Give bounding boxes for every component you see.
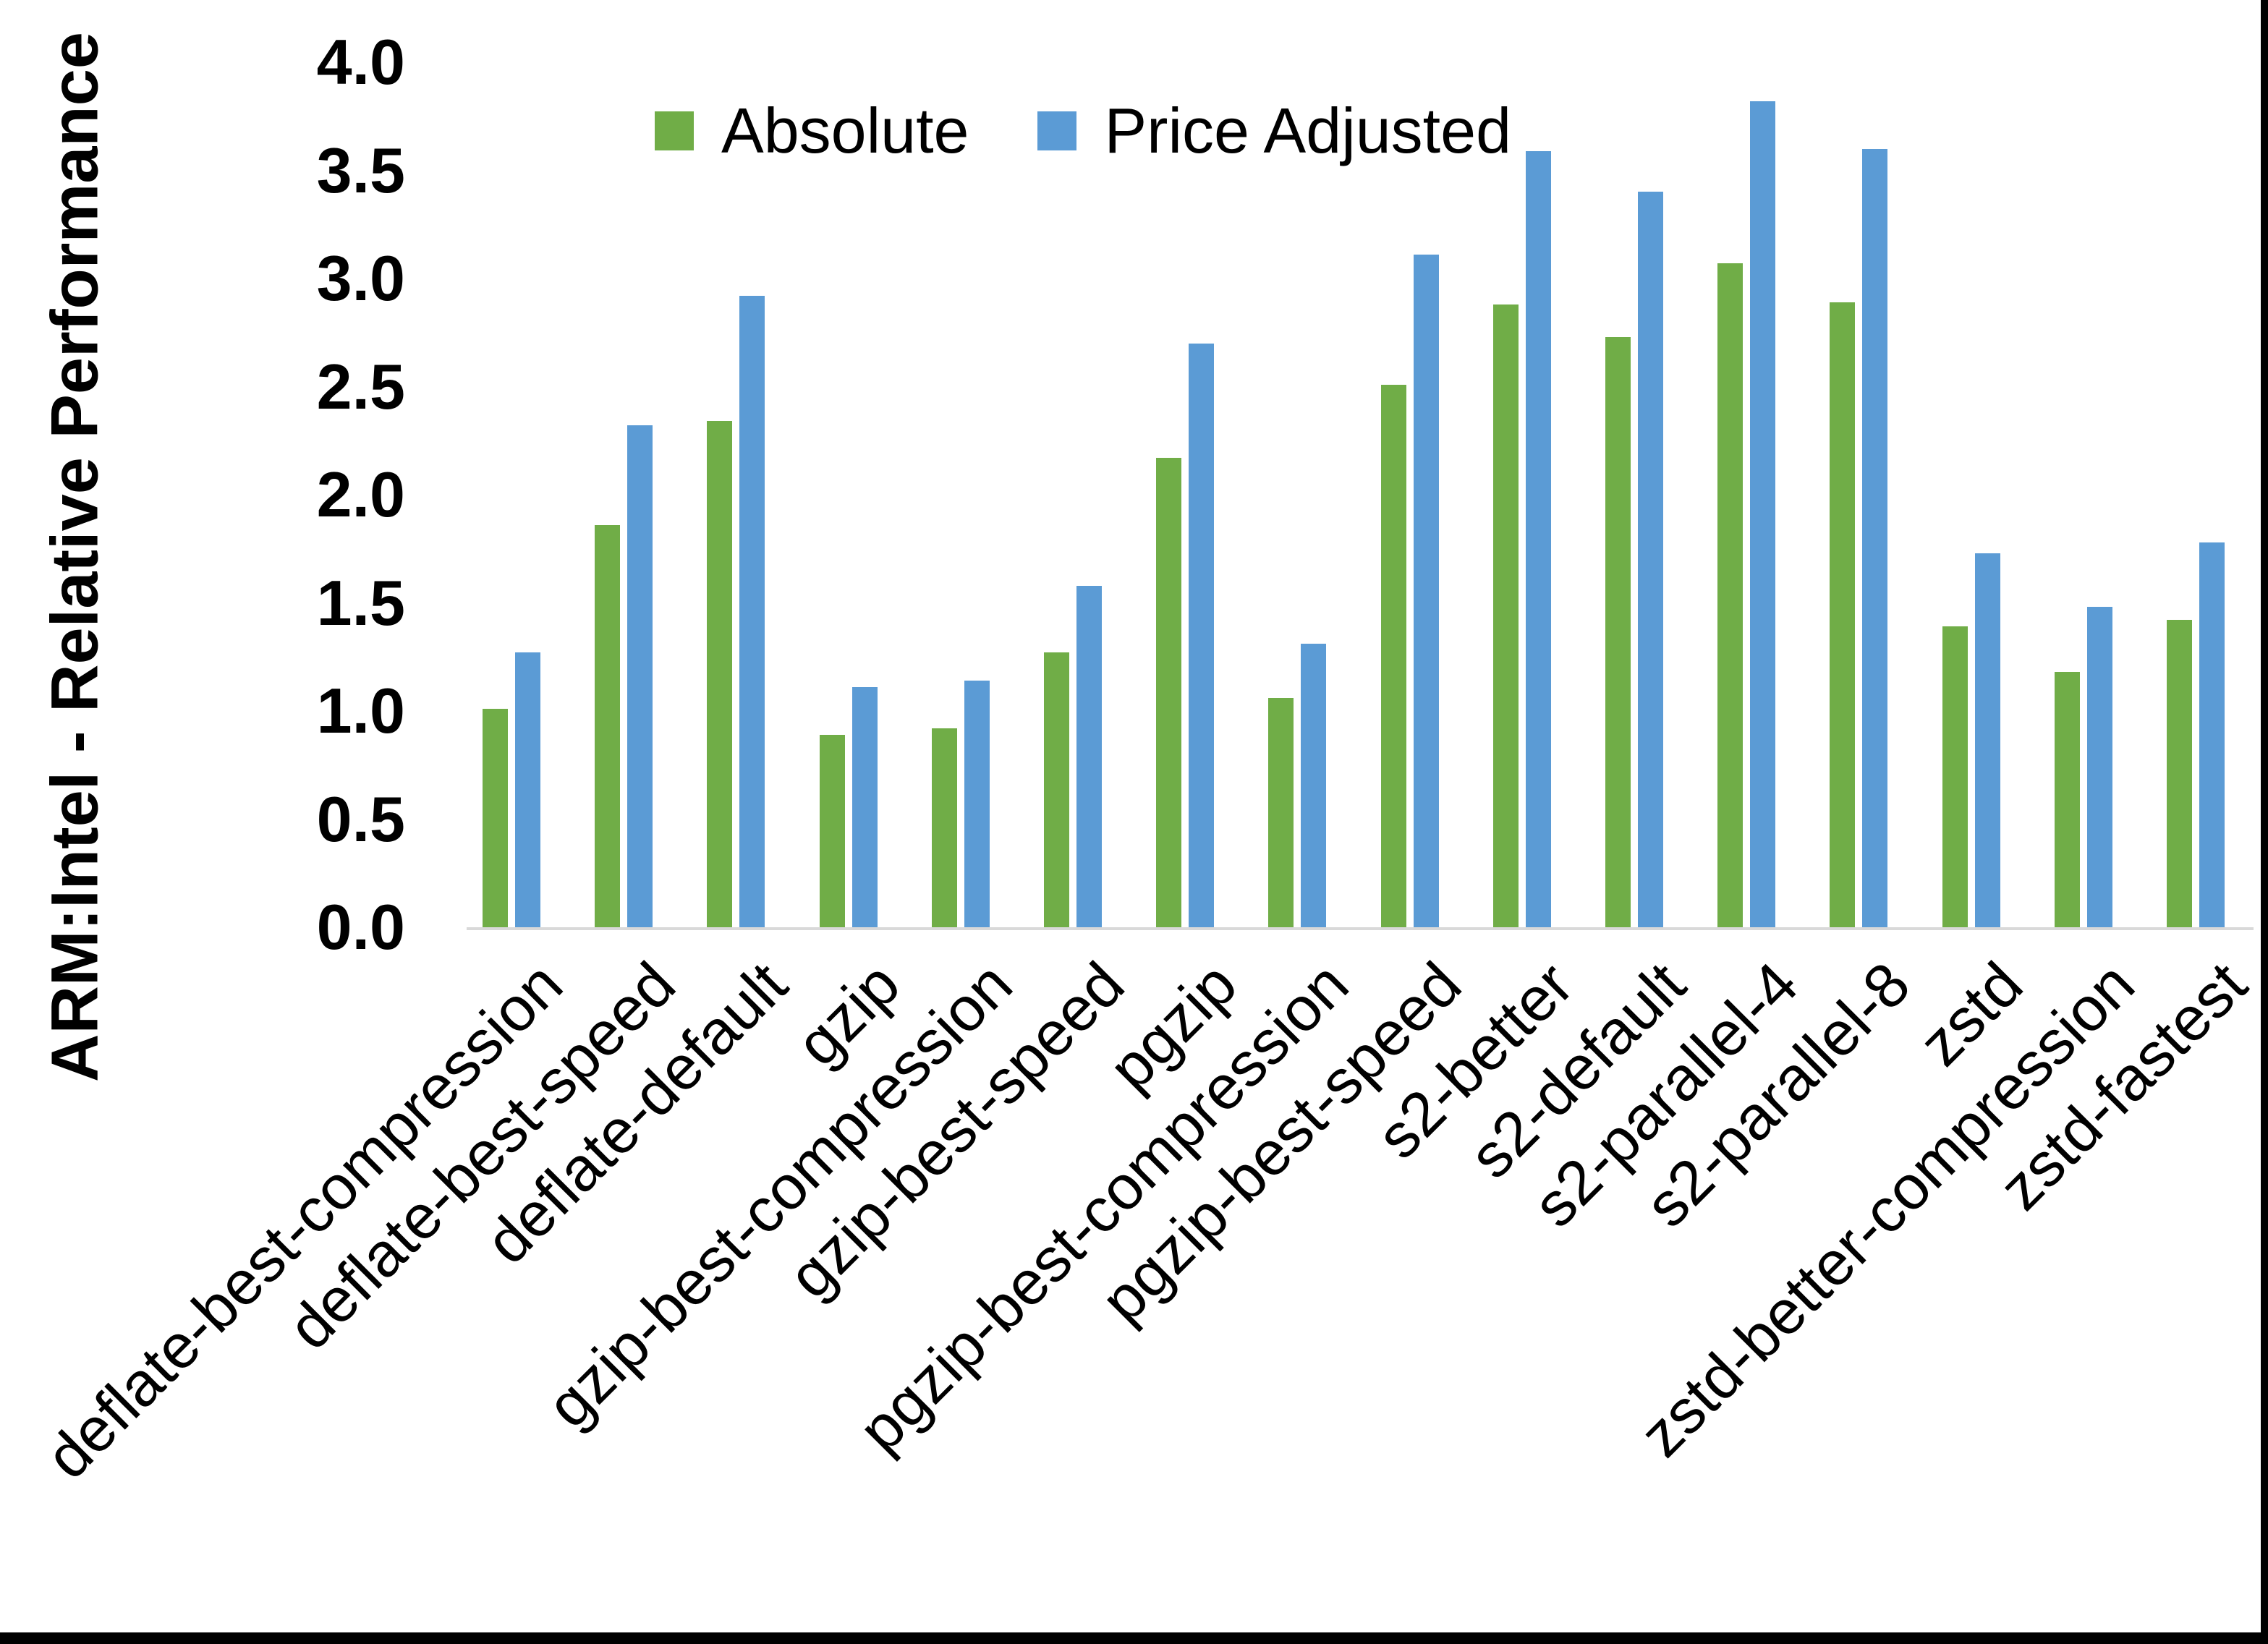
bar-absolute-s2-parallel-4 [1717,263,1744,927]
x-axis-line [467,927,2254,930]
bar-price-adjusted-pgzip-best-compression [1301,644,1327,927]
bar-absolute-zstd [1942,626,1968,927]
bar-price-adjusted-pgzip-best-speed [1413,255,1439,927]
price-adjusted-series-swatch-icon [1037,111,1077,150]
bar-price-adjusted-gzip-best-speed [1076,585,1102,927]
legend: Absolute Price Adjusted [655,94,1511,168]
bar-price-adjusted-deflate-default [739,295,765,927]
y-tick-label: 0.0 [316,891,405,963]
bar-price-adjusted-pgzip [1189,343,1215,927]
bar-price-adjusted-deflate-best-compression [515,652,540,927]
bar-price-adjusted-gzip-best-compression [964,681,990,927]
bar-price-adjusted-zstd-fastest [2199,542,2225,927]
bar-absolute-pgzip-best-speed [1380,384,1406,927]
legend-item-absolute: Absolute [655,94,969,168]
bar-absolute-gzip [819,734,845,927]
bar-absolute-gzip-best-compression [931,728,957,927]
y-tick-label: 2.0 [316,459,405,530]
bar-price-adjusted-deflate-best-speed [627,425,653,927]
bar-absolute-pgzip [1156,458,1182,927]
bar-price-adjusted-s2-parallel-4 [1750,101,1776,927]
bar-absolute-pgzip-best-compression [1268,698,1294,927]
legend-label-price-adjusted: Price Adjusted [1104,95,1512,166]
y-tick-label: 1.5 [316,566,405,639]
bar-price-adjusted-zstd-better-compression [2086,607,2112,927]
bar-price-adjusted-s2-parallel-8 [1862,148,1888,927]
bar-price-adjusted-s2-better [1525,150,1551,927]
absolute-series-swatch-icon [655,111,694,150]
bar-absolute-s2-default [1605,336,1631,927]
bar-price-adjusted-s2-default [1638,192,1663,927]
bar-price-adjusted-gzip [851,687,878,927]
bar-absolute-zstd-fastest [2167,620,2192,927]
bar-absolute-deflate-best-speed [595,524,621,927]
bar-absolute-gzip-best-speed [1044,652,1069,927]
y-tick-label: 2.5 [316,350,405,422]
legend-item-price-adjusted: Price Adjusted [1037,94,1511,168]
y-tick-label: 3.0 [316,242,405,314]
y-tick-label: 4.0 [316,26,405,98]
bar-absolute-s2-parallel-8 [1830,302,1856,927]
y-tick-label: 3.5 [316,134,405,206]
bar-absolute-zstd-better-compression [2054,672,2080,927]
bar-absolute-s2-better [1492,304,1519,927]
bar-absolute-deflate-default [707,421,733,927]
bar-absolute-deflate-best-compression [483,709,508,927]
y-tick-label: 0.5 [316,783,405,855]
bar-price-adjusted-zstd [1974,553,2000,927]
legend-label-absolute: Absolute [721,95,969,166]
y-tick-label: 1.0 [316,675,405,746]
